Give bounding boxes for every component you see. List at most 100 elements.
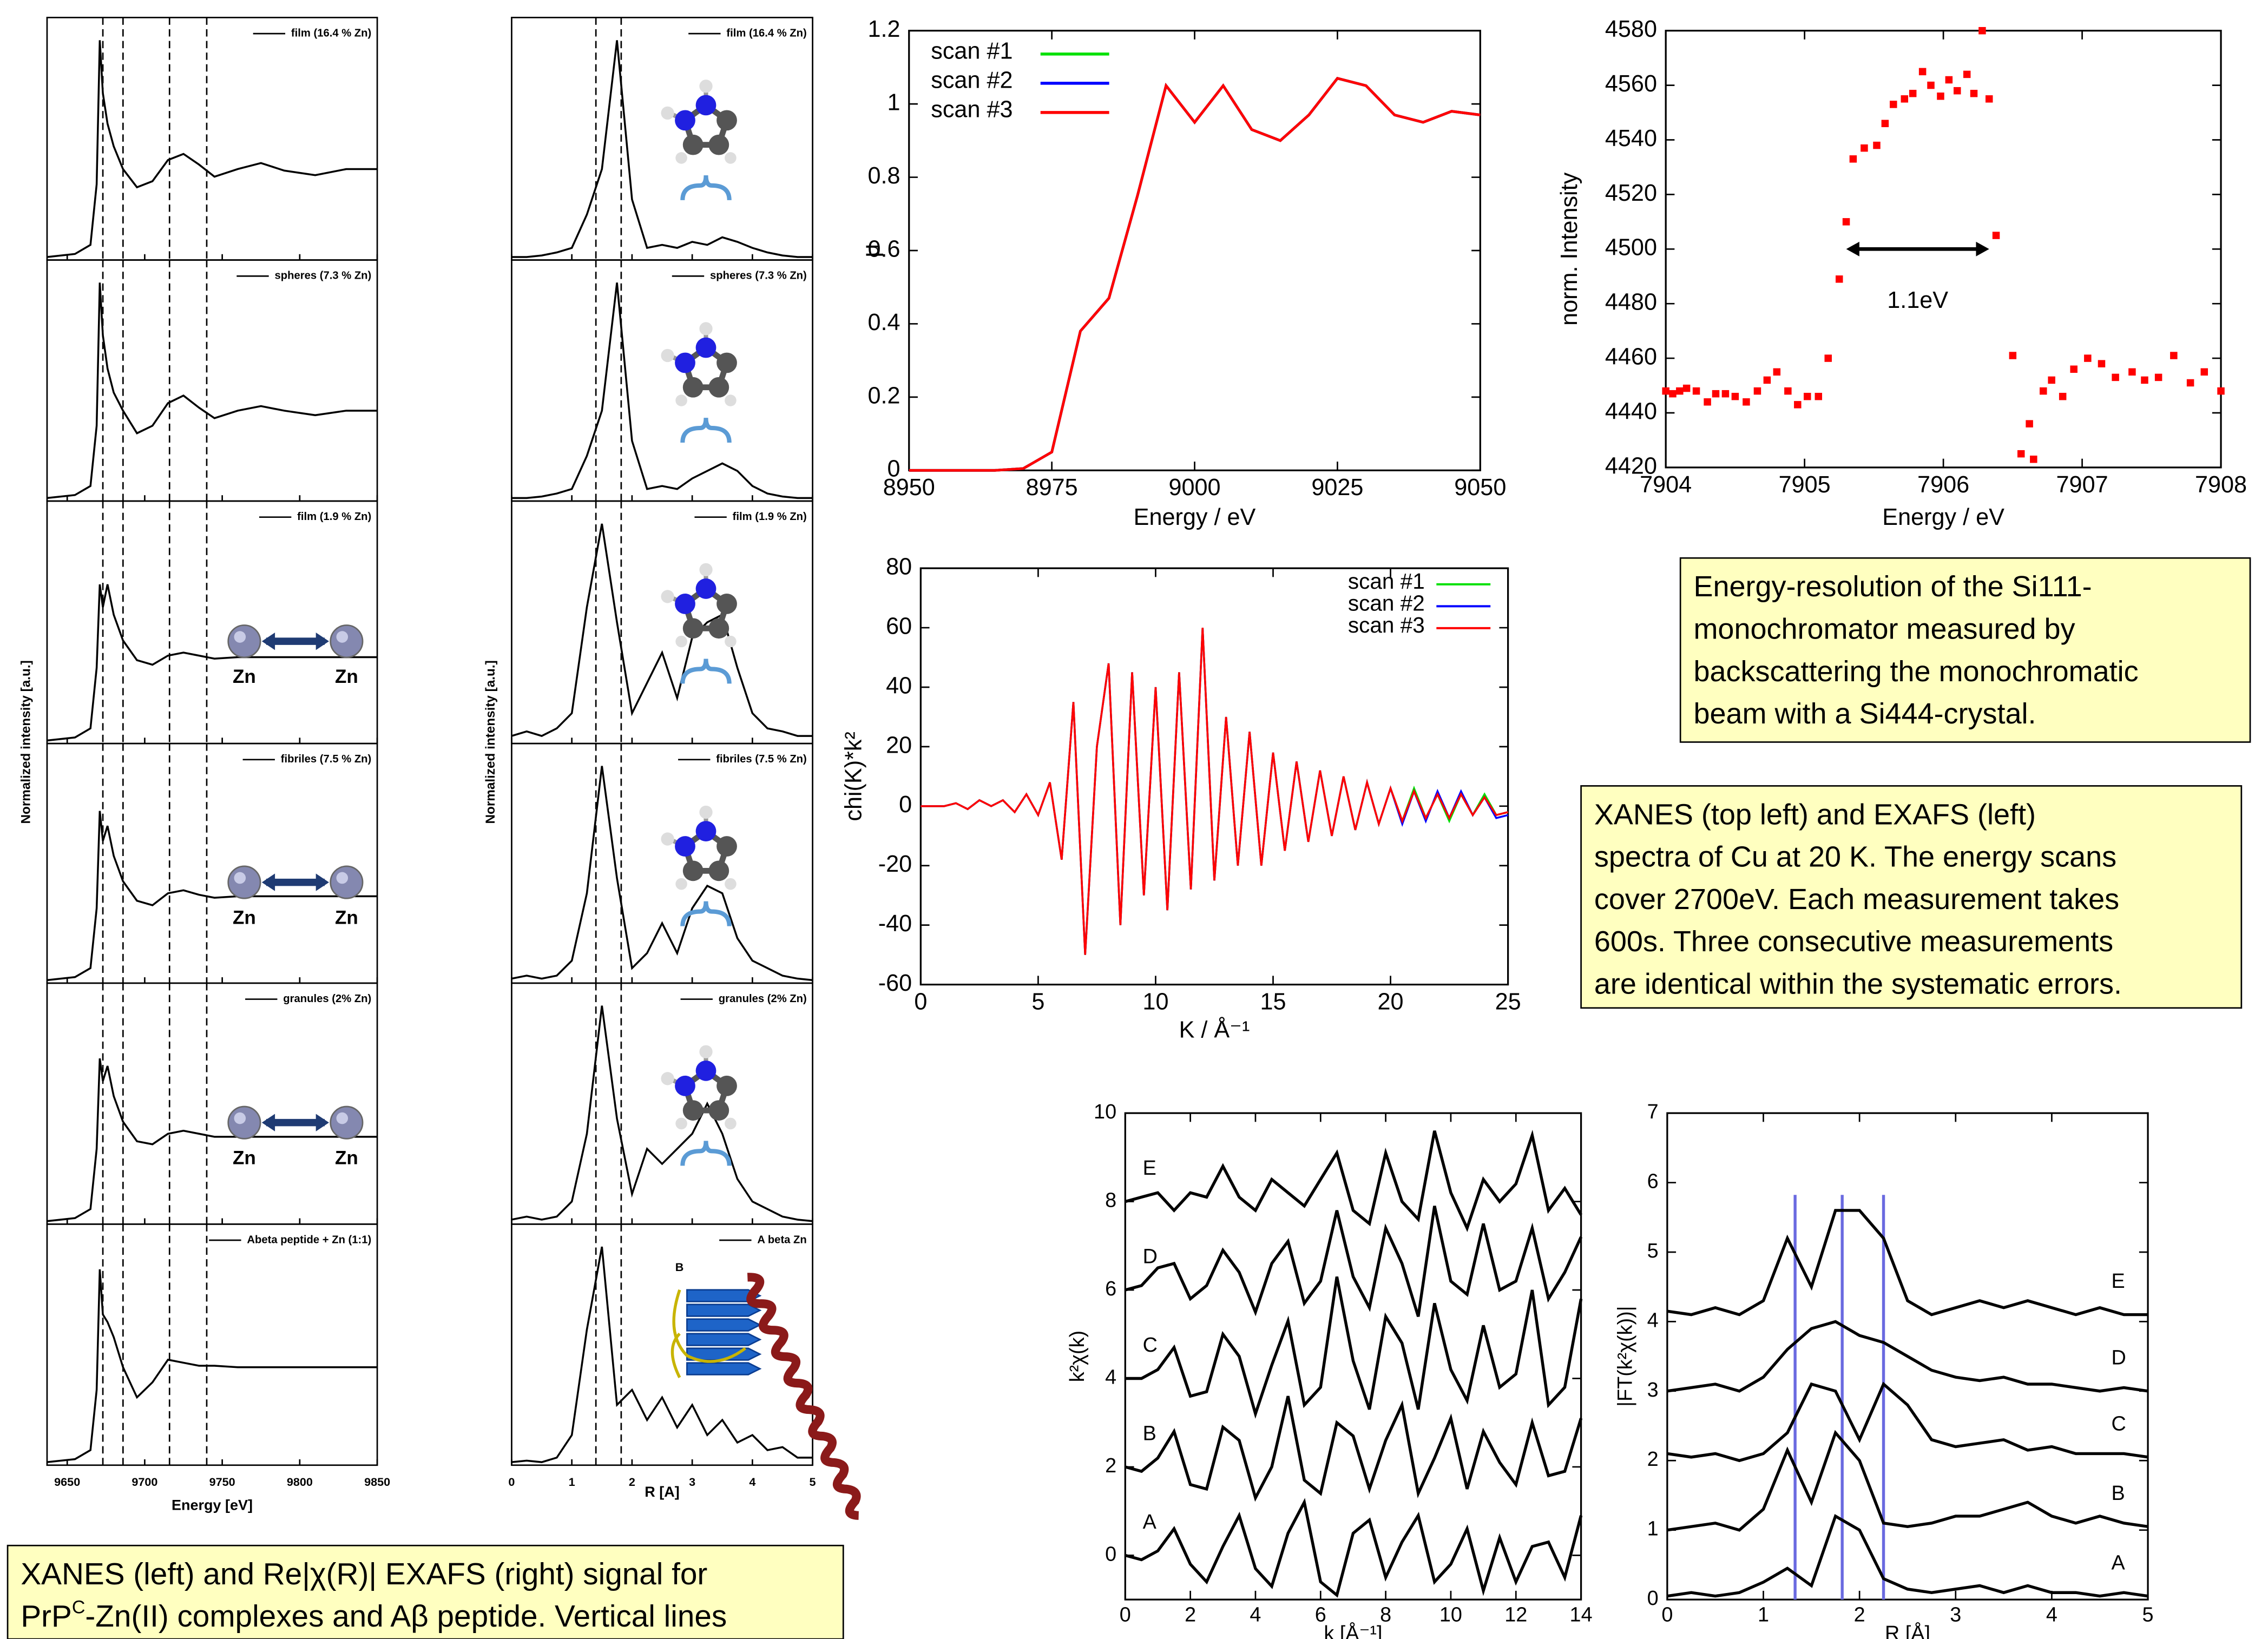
caption-text-part: -Zn(II) complexes and Aβ peptide. Vertic… xyxy=(85,1599,727,1634)
data-point xyxy=(1954,87,1961,95)
atom xyxy=(675,878,687,890)
y-tick-label: 4560 xyxy=(1605,71,1657,97)
atom xyxy=(716,836,737,857)
series-line xyxy=(1667,1430,2148,1532)
caption-box xyxy=(1679,557,2251,743)
y-tick-label: 5 xyxy=(1647,1240,1659,1262)
atom xyxy=(675,836,695,857)
data-point xyxy=(2186,379,2194,387)
data-point xyxy=(1963,70,1971,78)
x-tick-label: 6 xyxy=(1315,1603,1326,1626)
atom xyxy=(716,1075,737,1096)
series-line xyxy=(921,627,1509,955)
spectrum-line xyxy=(47,40,378,258)
data-point xyxy=(2200,368,2208,376)
caption-text: Energy-resolution of the Si111- xyxy=(1693,570,2092,603)
data-point xyxy=(1692,387,1700,395)
data-point xyxy=(1849,155,1857,163)
atom xyxy=(695,578,716,599)
atom xyxy=(699,563,713,577)
data-point xyxy=(1662,387,1669,395)
data-point xyxy=(1842,218,1850,226)
data-point xyxy=(1773,368,1781,376)
y-tick-label: 0.6 xyxy=(868,236,900,262)
series-line xyxy=(1125,1498,1583,1598)
atom xyxy=(675,110,695,131)
data-point xyxy=(2026,420,2033,427)
data-point xyxy=(1804,392,1811,400)
atom xyxy=(675,594,695,614)
data-point xyxy=(1918,68,1927,76)
caption-text: XANES (top left) and EXAFS (left) xyxy=(1594,798,2036,831)
data-point xyxy=(1945,76,1953,84)
atom xyxy=(708,1100,729,1121)
atom xyxy=(699,80,713,93)
legend-label: film (16.4 % Zn) xyxy=(291,27,371,39)
atom-label: Zn xyxy=(233,907,256,928)
atom-label: Zn xyxy=(335,666,358,687)
y-tick-label: 1.2 xyxy=(868,16,900,42)
y-axis-label: Normalized intensity [a.u.] xyxy=(483,660,498,824)
caption-text: 600s. Three consecutive measurements xyxy=(1594,925,2113,958)
y-tick-label: 1 xyxy=(1647,1518,1659,1541)
atom xyxy=(695,1060,716,1081)
atom xyxy=(716,352,737,373)
atom xyxy=(725,1117,737,1130)
atom xyxy=(708,134,729,155)
data-point xyxy=(1824,354,1832,362)
series-line xyxy=(909,76,1481,472)
y-tick-label: 60 xyxy=(886,613,912,639)
panel-frame xyxy=(511,500,813,745)
zn-highlight xyxy=(336,631,349,643)
legend-label: film (1.9 % Zn) xyxy=(733,511,807,523)
panel-frame xyxy=(46,982,378,1225)
spectrum-line xyxy=(47,1058,378,1222)
x-tick-label: 5 xyxy=(2142,1603,2154,1626)
atom xyxy=(716,110,737,131)
data-point xyxy=(2017,450,2025,458)
data-point xyxy=(2154,373,2162,381)
atom xyxy=(708,618,729,639)
caption-text-part: C xyxy=(72,1597,86,1617)
zn-highlight xyxy=(336,872,349,884)
x-axis-label: Energy / eV xyxy=(1134,504,1256,530)
series-line xyxy=(1667,1514,2148,1598)
legend-label: scan #2 xyxy=(931,68,1013,94)
molecule-icon xyxy=(661,805,737,926)
atom xyxy=(661,832,674,846)
x-tick-label: 8950 xyxy=(883,475,935,501)
caption-text: spectra of Cu at 20 K. The energy scans xyxy=(1594,841,2116,873)
atom xyxy=(661,348,674,363)
loop xyxy=(670,1289,747,1378)
atom xyxy=(716,594,737,614)
atom xyxy=(675,152,687,164)
data-point xyxy=(1815,392,1823,400)
y-tick-label: 20 xyxy=(886,732,912,758)
x-tick-label: 3 xyxy=(689,1475,695,1489)
data-point xyxy=(2141,376,2148,384)
x-tick-label: 9650 xyxy=(54,1475,80,1489)
legend-label: Abeta peptide + Zn (1:1) xyxy=(247,1234,371,1246)
data-point xyxy=(1909,89,1917,97)
y-tick-label: 0.8 xyxy=(868,163,900,189)
y-tick-label: 8 xyxy=(1105,1189,1116,1212)
y-tick-label: 4480 xyxy=(1605,289,1657,315)
data-point xyxy=(1704,398,1711,406)
y-tick-label: 2 xyxy=(1647,1448,1659,1471)
y-tick-label: -20 xyxy=(878,851,912,877)
caption-text: cover 2700eV. Each measurement takes xyxy=(1594,883,2119,916)
atom xyxy=(661,106,674,120)
legend-label: A beta Zn xyxy=(757,1234,806,1246)
atom xyxy=(699,1045,713,1058)
y-tick-label: -40 xyxy=(878,911,912,937)
x-tick-label: 5 xyxy=(1031,989,1044,1015)
legend-label: scan #3 xyxy=(1348,613,1425,637)
data-point xyxy=(2084,354,2092,362)
atom xyxy=(725,635,737,648)
y-tick-label: 4 xyxy=(1105,1366,1116,1388)
atom-label: Zn xyxy=(335,907,358,928)
molecule-icon xyxy=(661,322,737,443)
series-label: C xyxy=(2112,1412,2126,1435)
x-tick-label: 7908 xyxy=(2195,472,2247,498)
